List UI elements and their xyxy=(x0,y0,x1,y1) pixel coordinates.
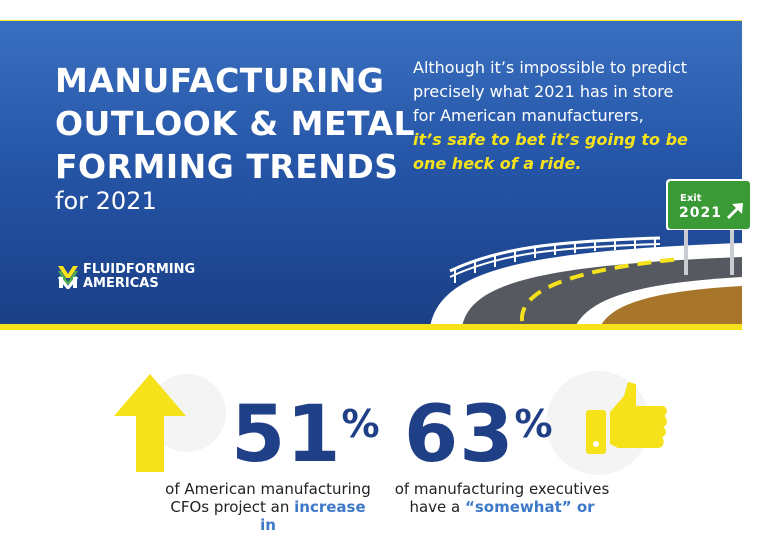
exit-arrow-icon xyxy=(726,203,743,220)
road-illustration xyxy=(430,229,742,327)
stat-desc-highlight: “somewhat” or xyxy=(465,498,595,516)
stat-percentage: 63% xyxy=(404,396,553,474)
thumbs-up-icon xyxy=(586,382,667,454)
intro-line: precisely what 2021 has in store xyxy=(413,82,674,101)
intro-emphasis-line: it’s safe to bet it’s going to be xyxy=(413,130,688,149)
stat-percent-symbol: % xyxy=(514,402,553,446)
stat-desc-line: of manufacturing executives xyxy=(394,480,610,498)
title-line: FORMING TRENDS xyxy=(55,147,399,186)
exit-sign: Exit 2021 xyxy=(666,160,752,231)
fluidforming-logo-icon xyxy=(57,266,79,289)
bottom-accent-bar xyxy=(0,324,742,330)
stat-desc-line: of American manufacturing xyxy=(165,480,371,498)
intro-text: Although it’s impossible to predict prec… xyxy=(413,56,713,176)
intro-emphasis-line: one heck of a ride. xyxy=(413,154,582,173)
title-line: MANUFACTURING xyxy=(55,61,385,100)
arrow-up-icon xyxy=(114,374,186,472)
stat-desc-prefix: CFOs project an xyxy=(170,498,295,516)
exit-sign-year: 2021 xyxy=(679,205,722,221)
logo-line: AMERICAS xyxy=(83,276,159,291)
company-logo: FLUIDFORMING AMERICAS xyxy=(57,263,195,291)
stat-description: of manufacturing executives have a “some… xyxy=(392,480,612,516)
stat-number: 51 xyxy=(231,390,342,480)
exit-sign-label: Exit xyxy=(680,193,702,204)
stat-description: of American manufacturing CFOs project a… xyxy=(160,480,376,534)
page-title: MANUFACTURING OUTLOOK & METAL FORMING TR… xyxy=(55,59,415,188)
stat-percentage: 51% xyxy=(231,396,380,474)
stat-percent-symbol: % xyxy=(341,402,380,446)
title-line: OUTLOOK & METAL xyxy=(55,104,416,143)
stat-desc-prefix: have a xyxy=(409,498,466,516)
hero-banner: MANUFACTURING OUTLOOK & METAL FORMING TR… xyxy=(0,21,742,327)
stat-number: 63 xyxy=(404,390,515,480)
intro-line: Although it’s impossible to predict xyxy=(413,58,688,77)
page-subtitle: for 2021 xyxy=(55,187,157,215)
logo-line: FLUIDFORMING xyxy=(83,262,196,277)
intro-line: for American manufacturers, xyxy=(413,106,644,125)
